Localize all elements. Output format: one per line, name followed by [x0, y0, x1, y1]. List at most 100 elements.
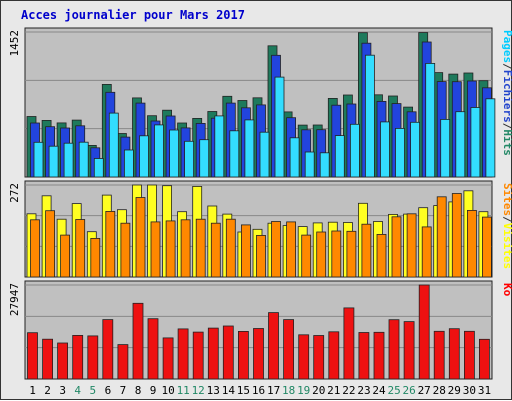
bar-pages-day-21 — [334, 135, 345, 178]
bar-ko-day-9 — [147, 318, 159, 380]
bar-pages-day-4 — [78, 141, 89, 178]
bar-sites-day-16 — [256, 234, 266, 278]
bar-sites-day-10 — [165, 220, 176, 278]
right-label-part: Sites — [501, 183, 512, 216]
panel-middle-right-label: Sites/Visites — [501, 183, 512, 269]
x-tick-label-day-2: 2 — [44, 384, 51, 397]
bar-pages-day-20 — [319, 152, 330, 178]
bar-ko-day-5 — [87, 335, 99, 380]
bar-sites-day-3 — [60, 234, 70, 278]
x-tick-label-day-25: 25 — [387, 384, 400, 397]
bar-sites-day-23 — [361, 223, 372, 278]
bar-sites-day-31 — [481, 216, 492, 278]
bar-pages-day-11 — [184, 140, 195, 178]
bar-sites-day-1 — [30, 219, 40, 278]
x-tick-label-day-20: 20 — [312, 384, 325, 397]
bar-sites-day-27 — [421, 226, 432, 278]
panel-top-ymax-label: 1452 — [8, 30, 21, 57]
bar-ko-day-17 — [268, 312, 279, 380]
right-label-part: Ko — [501, 283, 512, 297]
bar-ko-day-11 — [177, 328, 189, 380]
bar-sites-day-7 — [120, 222, 131, 278]
x-tick-label-day-29: 29 — [448, 384, 461, 397]
bar-ko-day-3 — [57, 342, 68, 380]
x-tick-label-day-30: 30 — [463, 384, 476, 397]
bar-ko-day-28 — [433, 330, 445, 380]
x-tick-label-day-26: 26 — [402, 384, 415, 397]
x-tick-label-day-9: 9 — [150, 384, 157, 397]
x-tick-label-day-1: 1 — [29, 384, 36, 397]
bar-ko-day-24 — [373, 331, 385, 380]
x-tick-label-day-31: 31 — [478, 384, 491, 397]
bar-pages-day-26 — [410, 121, 421, 178]
panel-bottom-right-label: Ko — [501, 283, 512, 297]
right-label-part: Hits — [501, 129, 512, 156]
bar-sites-day-17 — [271, 221, 281, 278]
x-tick-label-day-12: 12 — [192, 384, 205, 397]
bar-ko-day-29 — [448, 328, 460, 380]
x-tick-label-day-16: 16 — [252, 384, 265, 397]
bar-ko-day-15 — [237, 330, 249, 380]
x-tick-label-day-27: 27 — [418, 384, 431, 397]
bar-pages-day-2 — [48, 145, 59, 178]
bar-sites-day-4 — [75, 219, 86, 278]
bar-pages-day-23 — [364, 54, 375, 178]
bar-pages-day-24 — [380, 121, 390, 178]
bar-sites-day-11 — [180, 219, 191, 278]
bar-sites-day-12 — [195, 218, 206, 278]
bar-sites-day-2 — [45, 210, 55, 278]
bar-pages-day-3 — [63, 142, 74, 178]
bar-ko-day-7 — [117, 344, 129, 380]
x-tick-label-day-21: 21 — [327, 384, 340, 397]
bar-ko-day-20 — [313, 335, 325, 380]
bar-sites-day-25 — [391, 216, 402, 278]
bar-pages-day-5 — [93, 158, 104, 178]
bar-sites-day-15 — [240, 224, 251, 278]
right-label-part: / — [501, 216, 512, 223]
x-tick-label-day-4: 4 — [74, 384, 81, 397]
bar-ko-day-8 — [132, 302, 144, 380]
bar-sites-day-21 — [331, 230, 342, 278]
bar-ko-day-14 — [222, 325, 234, 380]
bar-ko-day-1 — [27, 332, 38, 380]
bar-ko-day-30 — [463, 330, 475, 380]
bar-ko-day-23 — [358, 332, 370, 380]
bar-ko-day-27 — [418, 284, 430, 380]
x-tick-label-day-14: 14 — [222, 384, 236, 397]
bar-sites-day-30 — [466, 209, 477, 278]
x-tick-label-day-8: 8 — [135, 384, 142, 397]
bar-ko-day-18 — [283, 319, 295, 380]
panel-middle-ymax-label: 272 — [8, 183, 21, 203]
bar-pages-day-18 — [289, 137, 300, 178]
x-tick-label-day-11: 11 — [177, 384, 190, 397]
bar-sites-day-6 — [105, 210, 116, 278]
bar-pages-day-9 — [154, 124, 164, 178]
bar-pages-day-6 — [108, 112, 119, 178]
bar-sites-day-5 — [90, 237, 101, 278]
panel-bottom-ymax-label: 27947 — [8, 283, 21, 316]
x-tick-label-day-6: 6 — [105, 384, 112, 397]
bar-pages-day-29 — [455, 111, 466, 178]
bar-ko-day-16 — [253, 328, 264, 380]
x-tick-label-day-23: 23 — [357, 384, 370, 397]
chart-title: Acces journalier pour Mars 2017 — [21, 8, 245, 22]
bar-ko-day-4 — [72, 334, 84, 380]
bar-ko-day-25 — [388, 319, 400, 380]
bar-ko-day-13 — [207, 327, 219, 380]
bar-sites-day-8 — [135, 197, 146, 278]
panel-top-right-label: Pages/Fichiers/Hits — [501, 30, 512, 156]
bar-ko-day-31 — [478, 338, 490, 380]
bar-sites-day-19 — [301, 234, 312, 278]
bar-pages-day-12 — [199, 139, 210, 178]
right-label-part: Pages — [501, 30, 512, 63]
bar-ko-day-2 — [42, 338, 53, 380]
bar-sites-day-20 — [316, 231, 327, 278]
x-tick-label-day-15: 15 — [237, 384, 250, 397]
bar-pages-day-8 — [139, 135, 149, 178]
x-tick-label-day-17: 17 — [267, 384, 280, 397]
x-tick-label-day-19: 19 — [297, 384, 310, 397]
bar-pages-day-16 — [259, 131, 270, 178]
bar-pages-day-10 — [169, 129, 180, 178]
